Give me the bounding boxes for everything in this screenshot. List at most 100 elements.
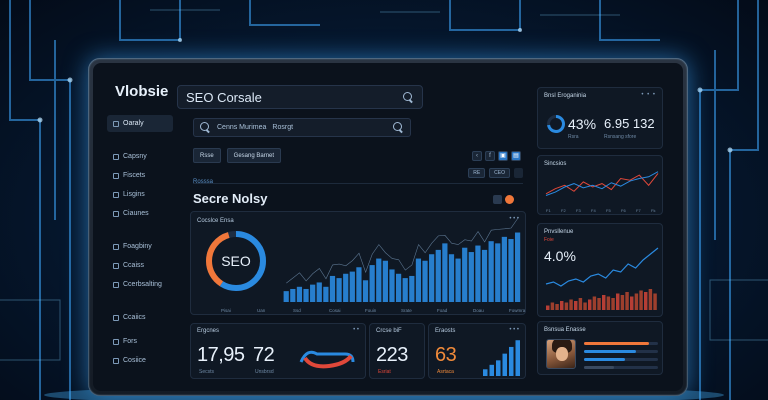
chart-bar — [495, 243, 501, 302]
top-search-bar[interactable]: SEO Corsale — [177, 85, 423, 109]
chart-bar — [336, 278, 342, 302]
chart-bar — [448, 254, 455, 302]
chart-bar — [329, 275, 336, 302]
right-card-title: Pnvsllenue — [544, 229, 574, 235]
metric-caption: Asrtaca — [437, 369, 454, 375]
chart-bar — [475, 245, 481, 302]
sidebar-item-label: Fiscets — [123, 172, 146, 179]
card-menu-icon[interactable]: • • — [353, 327, 359, 333]
settings-icon — [113, 281, 119, 288]
chart-bar — [310, 284, 316, 302]
sidebar-item-8[interactable]: Ccaiics — [107, 309, 173, 326]
sidebar-item-label: Ccaiss — [123, 262, 145, 269]
record-icon[interactable] — [505, 195, 514, 204]
chart-bar — [550, 302, 555, 310]
x-tick-label: F4 — [591, 208, 596, 213]
sub-toolbar: Rosssa RE CEO — [193, 168, 523, 185]
chart-bar — [564, 302, 569, 310]
chart-bar — [395, 273, 402, 302]
count-value: 6.95 132 — [604, 116, 655, 131]
chart-bar — [382, 260, 388, 302]
sidebar-item-label: Ciaunes — [123, 210, 149, 217]
main-search-input[interactable]: Cenns Murimea Rosrgt — [193, 118, 411, 137]
sidebar-item-label: Ccerbsalting — [123, 281, 162, 288]
series-line — [545, 173, 659, 195]
sidebar-item-label: Foagbiny — [123, 243, 152, 250]
chart-bar — [462, 247, 468, 302]
x-tick-label: F2 — [561, 208, 566, 213]
chart-bar — [349, 271, 355, 302]
x-tick-label: F1 — [546, 208, 551, 213]
percent-value: 43% — [568, 116, 597, 132]
tab-0[interactable]: Rsse — [193, 148, 221, 163]
sidebar-item-logout[interactable]: Cosiice — [107, 352, 173, 369]
search-icon[interactable] — [403, 91, 414, 103]
tab-1[interactable]: Gesang Barnet — [226, 148, 282, 163]
chart-bar — [653, 293, 657, 310]
sidebar-item-0[interactable]: Oaraly — [107, 115, 173, 132]
metric-caption: Esriat — [378, 369, 391, 375]
chart-bar — [648, 289, 653, 310]
right-card-menu-icon[interactable]: • • • — [641, 92, 656, 98]
search-submit-icon[interactable] — [393, 122, 404, 133]
half-gauge — [299, 350, 355, 369]
sidebar-item-1[interactable]: Capsny — [107, 148, 173, 165]
chart-bar — [316, 282, 322, 302]
sidebar-item-2[interactable]: Fiscets — [107, 167, 173, 184]
right-card-3: Pnvsllenue Foie 4.0% — [537, 223, 663, 317]
card-menu-icon[interactable]: • • • — [509, 327, 519, 333]
count-caption: Rsnsang sfore — [604, 134, 637, 140]
sub-label: Rosssa — [193, 179, 214, 185]
sidebar-item-label: Fors — [123, 338, 137, 345]
chart-bar — [415, 258, 422, 302]
trend-line — [545, 247, 659, 287]
progress-bar — [584, 366, 658, 369]
chart-menu-icon[interactable]: • • • — [509, 216, 519, 222]
chart-bar — [606, 296, 611, 310]
sidebar-item-3[interactable]: Lisgins — [107, 186, 173, 203]
chart-bar — [402, 278, 408, 302]
x-tick-label: Fouin — [365, 308, 377, 313]
sub-control-1[interactable]: CEO — [489, 168, 510, 178]
chart-bar — [625, 292, 629, 310]
top-search-text: SEO Corsale — [186, 89, 262, 105]
chart-bar — [489, 364, 494, 376]
sidebar-item-5[interactable]: Foagbiny — [107, 238, 173, 255]
sidebar-item-6[interactable]: Ccaiss — [107, 257, 173, 274]
sub-control-0[interactable]: RE — [468, 168, 486, 178]
document-icon — [113, 243, 119, 250]
main-search-filter[interactable]: Rosrgt — [272, 124, 294, 131]
chart-bar — [555, 304, 559, 310]
seo-bar-chart: Pisai Uan Ssd Cosai Fouin Srate Foad Doau Fowmra — [221, 218, 526, 313]
metric-caption: Secsts — [199, 369, 215, 375]
section-title: Secre Nolsy — [193, 191, 268, 206]
eraosts-card: Eraosts • • • 63 Asrtaca — [428, 323, 526, 379]
chart-bar — [435, 249, 441, 302]
grid-toggle-icon[interactable] — [493, 195, 502, 204]
x-tick-label: Srate — [401, 308, 412, 313]
seo-chart-card: Pisai Uan Ssd Cosai Fouin Srate Foad Doau Fowmra… — [190, 211, 526, 315]
brand-name: Vlobsie — [115, 83, 169, 100]
x-tick-label: Ssd — [293, 308, 301, 313]
chart-bar — [574, 301, 578, 310]
copy-icon[interactable]: ▣ — [498, 151, 508, 161]
chart-bar — [369, 265, 375, 302]
chart-bar — [323, 286, 329, 302]
sidebar-item-7[interactable]: Ccerbsalting — [107, 276, 173, 293]
sidebar-item-label: Ccaiics — [123, 314, 146, 321]
sidebar-nav: Oaraly Capsny Fiscets Lisgins Ciaunes Fo… — [107, 115, 173, 385]
chart-bar — [569, 299, 573, 310]
share-icon[interactable]: f — [485, 151, 495, 161]
expand-icon[interactable]: ‹ — [472, 151, 482, 161]
right-card-4: Bsnsua Enasse — [537, 321, 663, 375]
chart-bar — [592, 296, 597, 310]
chart-bar — [639, 290, 643, 310]
search-icon — [200, 122, 211, 133]
dashboard-screen: Vlobsie SEO Corsale Oaraly Capsny Fiscet… — [93, 63, 683, 391]
sidebar-item-4[interactable]: Ciaunes — [107, 205, 173, 222]
x-tick-label: Uan — [257, 308, 266, 313]
sidebar-item-help[interactable]: Fors — [107, 333, 173, 350]
chart-bar — [620, 295, 625, 310]
export-icon[interactable]: ▤ — [511, 151, 521, 161]
x-tick-label: F7 — [636, 208, 641, 213]
